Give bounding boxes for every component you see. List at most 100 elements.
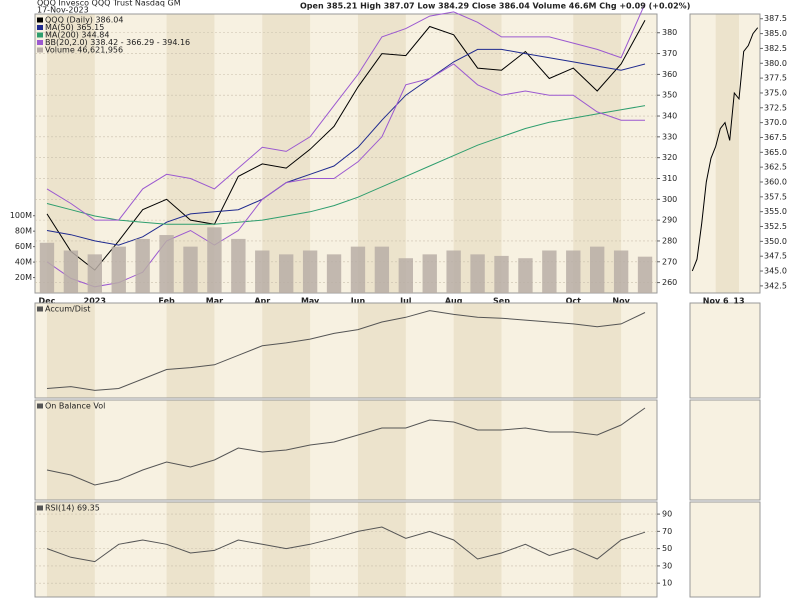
x-tick-label: Jul [399,297,412,306]
volume-bar [159,235,174,293]
legend-swatch [37,47,43,53]
x-tick-label: Jun [350,297,366,306]
y-tick-label: 70 [662,527,672,536]
volume-bar [350,246,366,293]
y-tick-label: 385.0 [764,29,787,38]
y-tick-label: 365.0 [764,148,787,157]
y-tick-label: 370.0 [764,118,787,127]
series-line [46,310,646,391]
y-tick-label: 300 [662,195,677,204]
y2-tick-label: 40M [15,258,32,267]
month-band [357,303,406,398]
x-tick-label: May [301,297,320,306]
month-band [46,502,95,597]
panel [34,302,658,399]
legend-swatch [37,25,43,30]
x-tick-label: Oct [566,297,582,306]
zoom-panel [689,501,761,598]
y2-tick-label: 100M [10,211,32,220]
volume-bar [422,254,437,293]
y-tick-label: 375.0 [764,88,787,97]
panel [34,13,658,294]
y-tick-label: 290 [662,216,677,225]
month-band [715,14,739,293]
volume-bar [637,256,653,293]
y-tick-label: 352.5 [764,222,787,231]
y-tick-label: 30 [662,561,672,570]
chart-title: QQQ Invesco QQQ Trust Nasdaq GM [37,0,181,8]
volume-bar [470,254,485,293]
y-tick-label: 50 [662,544,672,553]
legend-entry: On Balance Vol [45,402,105,411]
zoom-panel [689,399,761,501]
y-tick-label: 260 [662,278,677,287]
legend-entry: BB(20,2.0) 338.42 - 366.29 - 394.16 [45,38,190,47]
y-tick-label: 360 [662,70,677,79]
volume-bar [566,250,581,293]
chart-date: 17-Nov-2023 [37,6,89,15]
month-band [46,303,95,398]
volume-bar [135,238,150,293]
volume-bar [255,250,270,293]
legend-entry: MA(50) 365.15 [45,23,104,32]
series-line [46,526,646,563]
y-tick-label: 372.5 [764,103,787,112]
y-tick-label: 357.5 [764,192,787,201]
x-tick-label: Feb [158,297,175,306]
series-line [46,105,646,225]
legend-entry: Accum/Dist [45,305,90,314]
legend-swatch [37,32,43,38]
y-tick-label: 350 [662,91,677,100]
volume-bar [398,258,413,293]
y-tick-label: 380.0 [764,59,787,68]
month-band [453,502,502,597]
volume-bar [494,255,509,293]
y-tick-label: 380 [662,28,677,37]
volume-bar [374,246,390,293]
legend-swatch [37,403,43,409]
y-tick-label: 377.5 [764,74,787,83]
volume-bar [87,254,102,293]
volume-bar [39,242,55,293]
y-tick-label: 350.0 [764,237,787,246]
series-line [46,407,646,486]
month-band [453,14,502,293]
month-band [573,14,622,293]
zoom-panel [689,302,761,399]
y-tick-label: 342.5 [764,281,787,290]
y-tick-label: 387.5 [764,14,787,23]
x-tick-label: Apr [254,297,270,306]
month-band [166,400,215,500]
y-tick-label: 367.5 [764,133,787,142]
y-tick-label: 355.0 [764,207,787,216]
month-band [166,14,215,293]
y-tick-label: 382.5 [764,44,787,53]
volume-bar [302,250,318,293]
y-tick-label: 347.5 [764,252,787,261]
month-band [46,400,95,500]
y-tick-label: 370 [662,49,677,58]
x-tick-label: Dec [39,297,56,306]
volume-bar [326,254,342,293]
month-band [262,303,311,398]
y-tick-label: 90 [662,510,672,519]
volume-bar [183,246,198,293]
y2-tick-label: 80M [15,227,32,236]
volume-bar [613,250,629,293]
quote-summary: Open 385.21 High 387.07 Low 384.29 Close… [300,2,690,11]
y-tick-label: 270 [662,257,677,266]
y-tick-label: 320 [662,153,677,162]
month-band [357,400,406,500]
x-tick-label: 2023 [84,297,106,306]
x-tick-label: Aug [445,297,463,306]
series-line [46,19,646,271]
y-tick-label: 310 [662,174,677,183]
volume-bar [63,250,79,293]
x-tick-label: 13 [733,297,744,306]
y-tick-label: 360.0 [764,177,787,186]
volume-bar [231,238,246,293]
series-line [46,48,646,246]
legend-swatch [37,40,43,45]
legend-entry: QQQ (Daily) 386.04 [45,16,123,25]
